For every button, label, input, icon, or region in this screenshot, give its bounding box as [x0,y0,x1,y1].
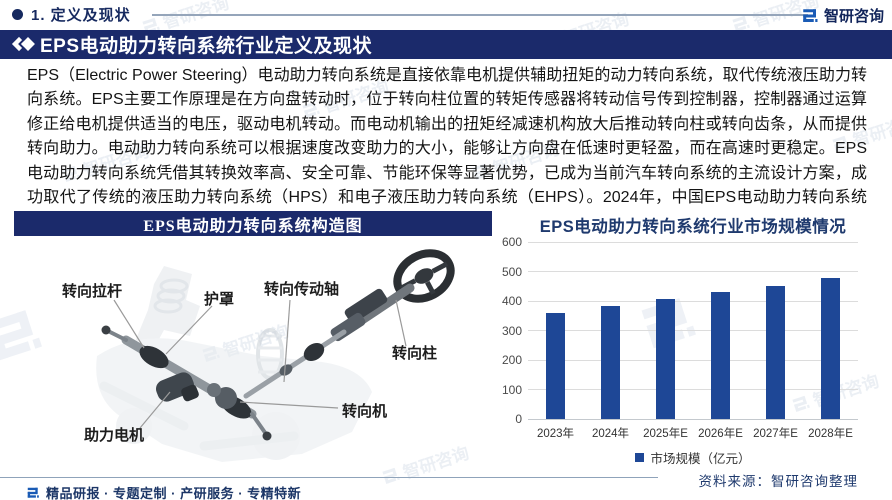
section-banner: EPS电动助力转向系统行业定义及现状 [0,30,892,59]
diagram-title-bar: EPS电动助力转向系统构造图 [14,211,492,236]
gridline-100 [528,389,858,390]
section-label: 1. 定义及现状 [31,7,131,24]
diagram-title: EPS电动助力转向系统构造图 [143,217,363,235]
banner-title: EPS电动助力转向系统行业定义及现状 [40,36,373,57]
x-axis-label-2027年E: 2027年E [753,428,798,440]
brand-logo-icon [801,7,819,25]
x-axis-label-2026年E: 2026年E [698,428,743,440]
part-label-steering-column: 转向柱 [392,344,437,362]
x-axis-label-2024年: 2024年 [591,428,630,440]
footer-logo-icon [26,486,40,500]
bar-2024年 [601,306,620,419]
gridline-500 [528,271,858,272]
chart-title: EPS电动助力转向系统行业市场规模情况 [539,218,847,236]
part-label-tie-rod: 转向拉杆 [62,282,122,300]
brand-logo: 智研咨询 [801,5,884,26]
y-axis-tick-300: 300 [501,323,522,338]
y-axis-tick-0: 0 [515,412,522,426]
gridline-300 [528,330,858,331]
y-axis-tick-600: 600 [501,235,522,249]
part-label-assist-motor: 助力电机 [84,426,144,444]
y-axis-tick-200: 200 [501,353,522,367]
bar-2027年E [766,285,785,419]
part-label-boot: 护罩 [204,290,234,308]
eps-structure-diagram: 转向拉杆 护罩 转向传动轴 转向柱 转向机 助力电机 [62,249,455,462]
x-axis-label-2023年: 2023年 [536,428,575,440]
definition-paragraph: EPS（Electric Power Steering）电动助力转向系统是直接依… [27,67,867,230]
bar-2023年 [546,313,565,419]
gridline-400 [528,300,858,302]
chart-plot-area: 0 100 200 300 400 500 600 2023年 2024年 2025年E 2026年… [502,235,858,440]
chart-legend: 市场规模（亿元） [528,448,858,467]
data-source-note: 资料来源：智研咨询整理 [698,474,858,489]
part-label-steering-gear: 转向机 [342,402,387,420]
x-axis-label-2025年E: 2025年E [643,428,688,440]
gridline-600 [528,241,858,243]
steering-wheel [393,249,455,303]
footer-divider [0,477,658,478]
legend-swatch [635,453,645,462]
header-divider [152,14,808,16]
gridline-0 [528,418,858,420]
bar-2028年E [821,277,840,419]
section-bullet-icon [12,9,23,20]
x-axis-label-2028年E: 2028年E [808,428,853,440]
gridline-200 [528,359,858,361]
part-label-drive-shaft: 转向传动轴 [264,280,339,298]
y-axis-tick-100: 100 [501,382,522,397]
y-axis-tick-500: 500 [501,264,522,279]
bar-2025年E [656,298,675,419]
y-axis-tick-400: 400 [501,294,522,308]
legend-label: 市场规模（亿元） [650,452,751,466]
footer-tagline-text: 精品研报 · 专题定制 · 产研服务 · 专精特新 [46,486,302,500]
bar-2026年E [711,291,730,419]
market-size-chart: EPS电动助力转向系统行业市场规模情况 0 100 200 300 400 500 600 2… [490,212,888,470]
brand-name: 智研咨询 [823,8,884,25]
footer-tagline: 精品研报 · 专题定制 · 产研服务 · 专精特新 [26,483,301,500]
double-diamond-icon [10,30,40,59]
